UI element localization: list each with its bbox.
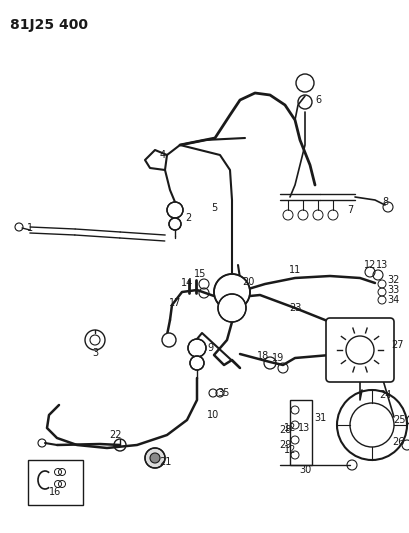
Text: 12: 12 [364,260,376,270]
Text: 12: 12 [284,423,296,433]
Text: 10: 10 [207,410,219,420]
Text: 28: 28 [279,425,291,435]
Text: 6: 6 [315,95,321,105]
Text: 5: 5 [211,203,217,213]
Text: 27: 27 [392,340,404,350]
Text: 4: 4 [160,150,166,160]
Text: 20: 20 [242,277,254,287]
Circle shape [214,274,250,310]
Text: 1: 1 [27,223,33,233]
Text: 81J25 400: 81J25 400 [10,18,88,32]
Text: 12: 12 [284,445,296,455]
Circle shape [145,448,165,468]
Text: 19: 19 [272,353,284,363]
Circle shape [169,218,181,230]
Text: 2: 2 [185,213,191,223]
Text: 30: 30 [299,465,311,475]
FancyBboxPatch shape [326,318,394,382]
Text: 17: 17 [169,298,181,308]
Circle shape [218,294,246,322]
Text: 14: 14 [181,278,193,288]
Text: 23: 23 [289,303,301,313]
Text: 13: 13 [376,260,388,270]
Text: 21: 21 [159,457,171,467]
Text: 13: 13 [298,423,310,433]
Bar [28,460,83,505]
Text: 16: 16 [49,487,61,497]
Text: 25: 25 [394,415,406,425]
Text: 22: 22 [109,430,121,440]
Circle shape [188,339,206,357]
Text: 33: 33 [387,285,399,295]
Text: 34: 34 [387,295,399,305]
Text: 18: 18 [257,351,269,361]
Text: 24: 24 [379,390,391,400]
Text: 26: 26 [392,437,404,447]
Text: 11: 11 [289,265,301,275]
Text: 31: 31 [314,413,326,423]
Text: 32: 32 [387,275,399,285]
Text: 7: 7 [347,205,353,215]
Circle shape [190,356,204,370]
Text: 29: 29 [279,440,291,450]
Text: 35: 35 [218,388,230,398]
Bar [290,400,312,465]
Circle shape [162,333,176,347]
Text: 3: 3 [92,348,98,358]
Text: 8: 8 [382,197,388,207]
Circle shape [167,202,183,218]
Text: 15: 15 [194,269,206,279]
Circle shape [150,453,160,463]
Text: 9: 9 [207,343,213,353]
